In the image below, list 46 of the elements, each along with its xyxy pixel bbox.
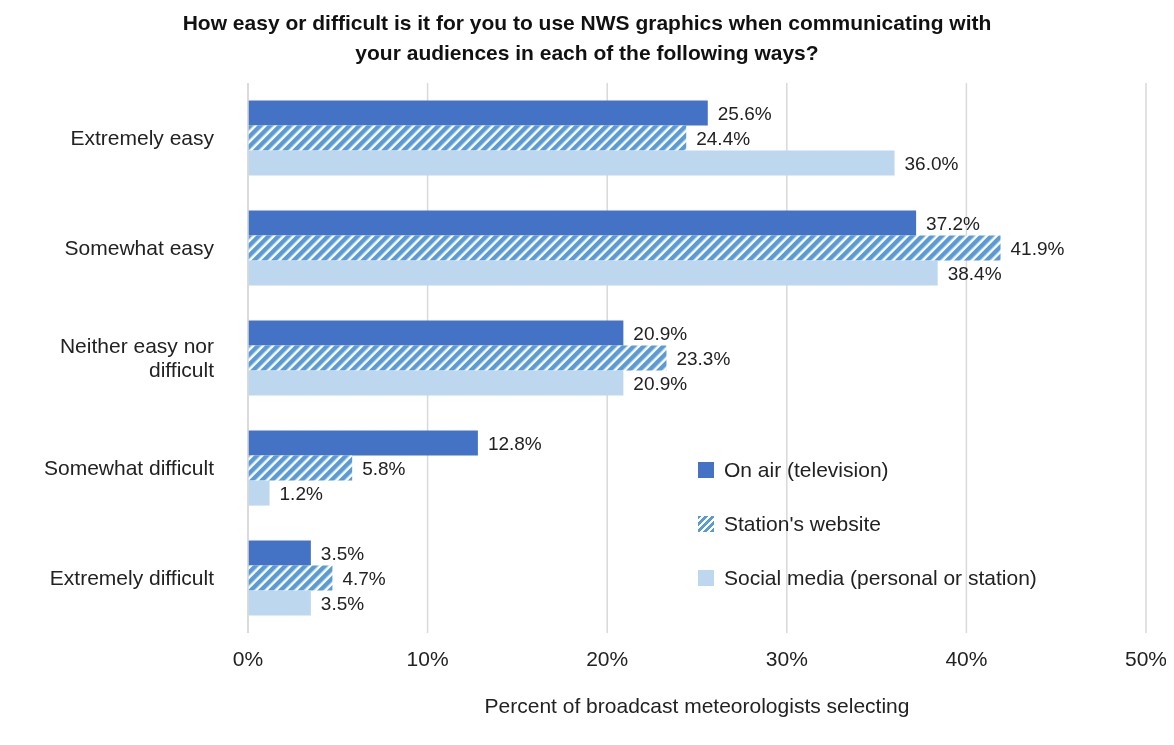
- data-label: 3.5%: [320, 542, 365, 564]
- data-label: 41.9%: [1010, 237, 1065, 259]
- data-label: 5.8%: [362, 457, 406, 479]
- data-label: 20.9%: [633, 322, 688, 344]
- chart-title: How easy or difficult is it for you to use NWS graphics when communicating with your audiences in each of the following ways?: [181, 10, 993, 66]
- legend-label: On air (television): [724, 458, 889, 482]
- data-label: 38.4%: [947, 262, 1002, 284]
- x-tick-label: 10%: [406, 646, 449, 670]
- x-axis-title: Percent of broadcast meteorologists selecting: [484, 694, 910, 717]
- x-tick-label: 50%: [1124, 646, 1168, 670]
- data-label: 37.2%: [926, 212, 981, 234]
- bar: [248, 565, 333, 591]
- bar: [248, 590, 311, 616]
- legend-label: Social media (personal or station): [724, 566, 1037, 590]
- y-tick-label: Extremely difficult: [49, 566, 215, 589]
- y-tick-label: Extremely easy: [70, 126, 215, 149]
- bar: [248, 210, 917, 236]
- y-tick-label: Neither easy nor difficult: [59, 334, 215, 381]
- bar: [248, 370, 624, 396]
- data-label: 23.3%: [676, 347, 731, 369]
- bar: [248, 480, 270, 506]
- data-label: 24.4%: [696, 127, 751, 149]
- bar: [248, 150, 895, 176]
- bar: [248, 345, 667, 371]
- y-tick-label: Somewhat difficult: [43, 456, 215, 479]
- x-tick-label: 20%: [586, 646, 629, 670]
- x-tick-label: 30%: [765, 646, 808, 670]
- bar: [248, 455, 353, 481]
- bar: [248, 320, 624, 346]
- bar: [248, 430, 478, 456]
- data-label: 3.5%: [320, 592, 365, 614]
- y-tick-label: Somewhat easy: [64, 236, 215, 259]
- data-label: 25.6%: [717, 102, 772, 124]
- bar: [248, 100, 708, 126]
- bar: [248, 260, 938, 286]
- data-label: 20.9%: [633, 372, 688, 394]
- legend-label: Station's website: [724, 512, 881, 536]
- bar: [248, 540, 311, 566]
- bar: [248, 235, 1001, 261]
- data-label: 1.2%: [279, 482, 323, 504]
- data-label: 12.8%: [487, 432, 542, 454]
- x-tick-label: 0%: [232, 646, 264, 670]
- data-label: 4.7%: [342, 567, 386, 589]
- data-label: 36.0%: [904, 152, 959, 174]
- x-tick-label: 40%: [945, 646, 988, 670]
- bar: [248, 125, 687, 151]
